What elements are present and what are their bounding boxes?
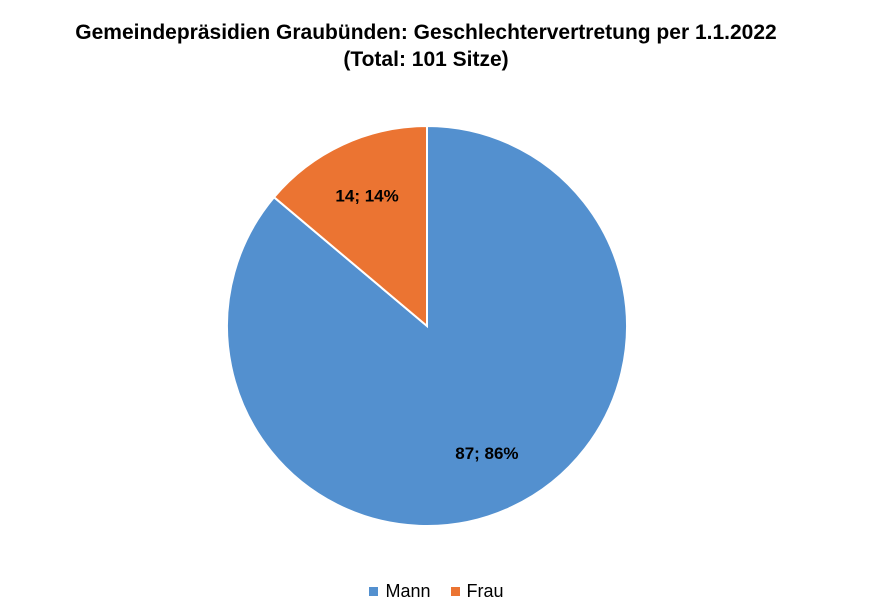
legend-label: Frau (466, 581, 504, 601)
pie-slice-frau (272, 124, 428, 329)
legend-item-mann: Mann (369, 581, 431, 602)
legend-label: Mann (385, 581, 431, 601)
pie-chart: 87; 86% 14; 14% (226, 124, 628, 527)
chart-subtitle: (Total: 101 Sitze) (343, 48, 509, 71)
chart-title: Gemeindepräsidien Graubünden: Geschlecht… (0, 19, 852, 73)
data-label-mann: 87; 86% (455, 444, 518, 463)
pie-slice-mann (226, 124, 628, 527)
legend-swatch (369, 587, 379, 596)
legend-item-frau: Frau (450, 581, 504, 602)
data-label-frau: 14; 14% (335, 187, 398, 206)
legend-swatch (450, 587, 460, 596)
chart-title-line: Gemeindepräsidien Graubünden: Geschlecht… (75, 21, 777, 44)
chart-legend: Mann Frau (0, 581, 873, 602)
